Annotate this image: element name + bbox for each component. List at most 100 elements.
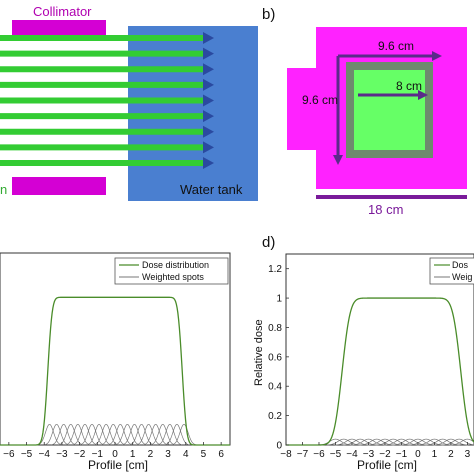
chart-d-legend-spots: Weig — [452, 272, 472, 282]
x-tick-label: 3 — [165, 449, 171, 460]
inner-width-label: 8 cm — [396, 79, 422, 93]
collimator-bottom — [12, 177, 106, 195]
chart-c-legend-box — [114, 257, 229, 285]
y-tick-label: 1 — [276, 294, 282, 305]
chart-c-legend-dose: Dose distribution — [142, 260, 209, 270]
spot-curve — [65, 423, 91, 446]
beam-line — [0, 81, 205, 88]
dose-curve — [0, 296, 230, 446]
spot-curve — [51, 423, 76, 446]
chart-d-legend-dose: Dos — [452, 260, 469, 270]
beam-arrowhead — [203, 78, 214, 91]
spot-curve — [44, 423, 69, 446]
spot-curve — [450, 438, 474, 446]
y-tick-label: 1.2 — [268, 264, 282, 275]
x-tick-label: −6 — [3, 449, 15, 460]
scale-bar — [316, 195, 467, 199]
beam-line — [0, 160, 205, 166]
chart-d-legend: Dos Weig — [429, 257, 474, 285]
beam-arrowhead — [203, 110, 214, 123]
chart-d-xlabel: Profile [cm] — [357, 458, 417, 472]
x-tick-label: −2 — [379, 449, 391, 460]
x-tick-label: 3 — [465, 449, 471, 460]
chart-c: −6 −5 −4 −3 −2 −1 0 1 2 3 4 5 6 Profile [cm] Dose di… — [0, 252, 231, 472]
x-tick-label: −5 — [330, 449, 342, 460]
spot-curve — [359, 438, 395, 446]
beam-line — [0, 144, 205, 151]
spot-curve — [351, 438, 386, 446]
spot-curve — [384, 438, 419, 446]
chart-d-y-ticks: 0 0.2 0.4 0.6 0.8 1 1.2 — [268, 264, 289, 452]
spot-curve — [136, 423, 161, 446]
spot-curve — [108, 423, 133, 446]
beam-line — [0, 128, 205, 135]
x-tick-label: 6 — [218, 449, 224, 460]
beam-arrowhead — [203, 63, 214, 76]
spot-curve — [72, 423, 98, 446]
y-tick-label: 0 — [276, 441, 282, 452]
x-tick-label: −1 — [92, 449, 104, 460]
panel-a: Collimator Water tank n — [0, 4, 258, 201]
chart-d-x-ticks: −8 −7 −6 −5 −4 −3 −2 −1 0 1 2 3 — [280, 442, 471, 460]
spot-curve — [334, 438, 370, 446]
width-arrowhead — [432, 51, 442, 61]
x-tick-label: −3 — [363, 449, 375, 460]
inner-arrowhead — [418, 90, 428, 100]
x-tick-label: −7 — [297, 449, 309, 460]
water-tank-label: Water tank — [180, 182, 243, 197]
spot-curve — [150, 423, 176, 446]
spot-curve — [93, 423, 119, 446]
x-tick-label: −3 — [56, 449, 68, 460]
chart-c-x-ticks: −6 −5 −4 −3 −2 −1 0 1 2 3 4 5 6 — [3, 442, 224, 460]
spot-curve — [37, 423, 62, 446]
field-magenta-tab — [287, 68, 317, 150]
y-tick-label: 0.8 — [268, 323, 282, 334]
chart-c-xlabel: Profile [cm] — [88, 458, 148, 472]
spot-curve — [129, 423, 154, 446]
spot-curve — [171, 423, 197, 446]
spot-curve — [122, 423, 147, 446]
beam-line — [0, 35, 205, 41]
spot-curve — [392, 438, 428, 446]
x-tick-label: 1 — [432, 449, 438, 460]
outer-height-label: 9.6 cm — [302, 93, 338, 107]
spot-curve — [100, 423, 126, 446]
x-tick-label: 2 — [148, 449, 154, 460]
beam-arrowhead — [203, 47, 214, 60]
x-tick-label: 4 — [183, 449, 189, 460]
beam-line — [0, 113, 205, 120]
spot-curve — [433, 438, 469, 446]
chart-c-legend: Dose distribution Weighted spots — [114, 257, 229, 285]
chart-d-curves — [286, 297, 474, 446]
beam-line — [0, 66, 205, 73]
x-tick-label: 1 — [130, 449, 136, 460]
x-tick-label: 2 — [448, 449, 454, 460]
chart-d-plot-area — [285, 253, 474, 446]
dose-curve — [286, 297, 474, 446]
beam-arrowhead — [203, 157, 214, 169]
x-tick-label: −4 — [346, 449, 358, 460]
chart-d-ylabel: Relative dose — [253, 319, 265, 386]
spot-curve — [58, 423, 84, 446]
chart-d-legend-box — [429, 257, 474, 285]
x-tick-label: −2 — [74, 449, 86, 460]
spot-curve — [164, 423, 190, 446]
panel-d-label: d) — [262, 234, 275, 251]
spot-curve — [367, 438, 403, 446]
spot-curve — [326, 438, 362, 446]
field-core — [354, 70, 425, 150]
chart-c-legend-spots: Weighted spots — [142, 272, 204, 282]
x-tick-label: 0 — [112, 449, 118, 460]
panel-b-label: b) — [262, 6, 275, 23]
spot-curve — [86, 423, 112, 446]
scale-bar-label: 18 cm — [368, 202, 403, 217]
height-arrowhead — [333, 155, 343, 165]
x-tick-label: 5 — [201, 449, 207, 460]
x-tick-label: −1 — [396, 449, 408, 460]
y-tick-label: 0.6 — [268, 352, 282, 363]
y-tick-label: 0.2 — [268, 411, 282, 422]
spot-curve — [79, 423, 105, 446]
spot-curve — [425, 438, 460, 446]
x-tick-label: −5 — [21, 449, 33, 460]
